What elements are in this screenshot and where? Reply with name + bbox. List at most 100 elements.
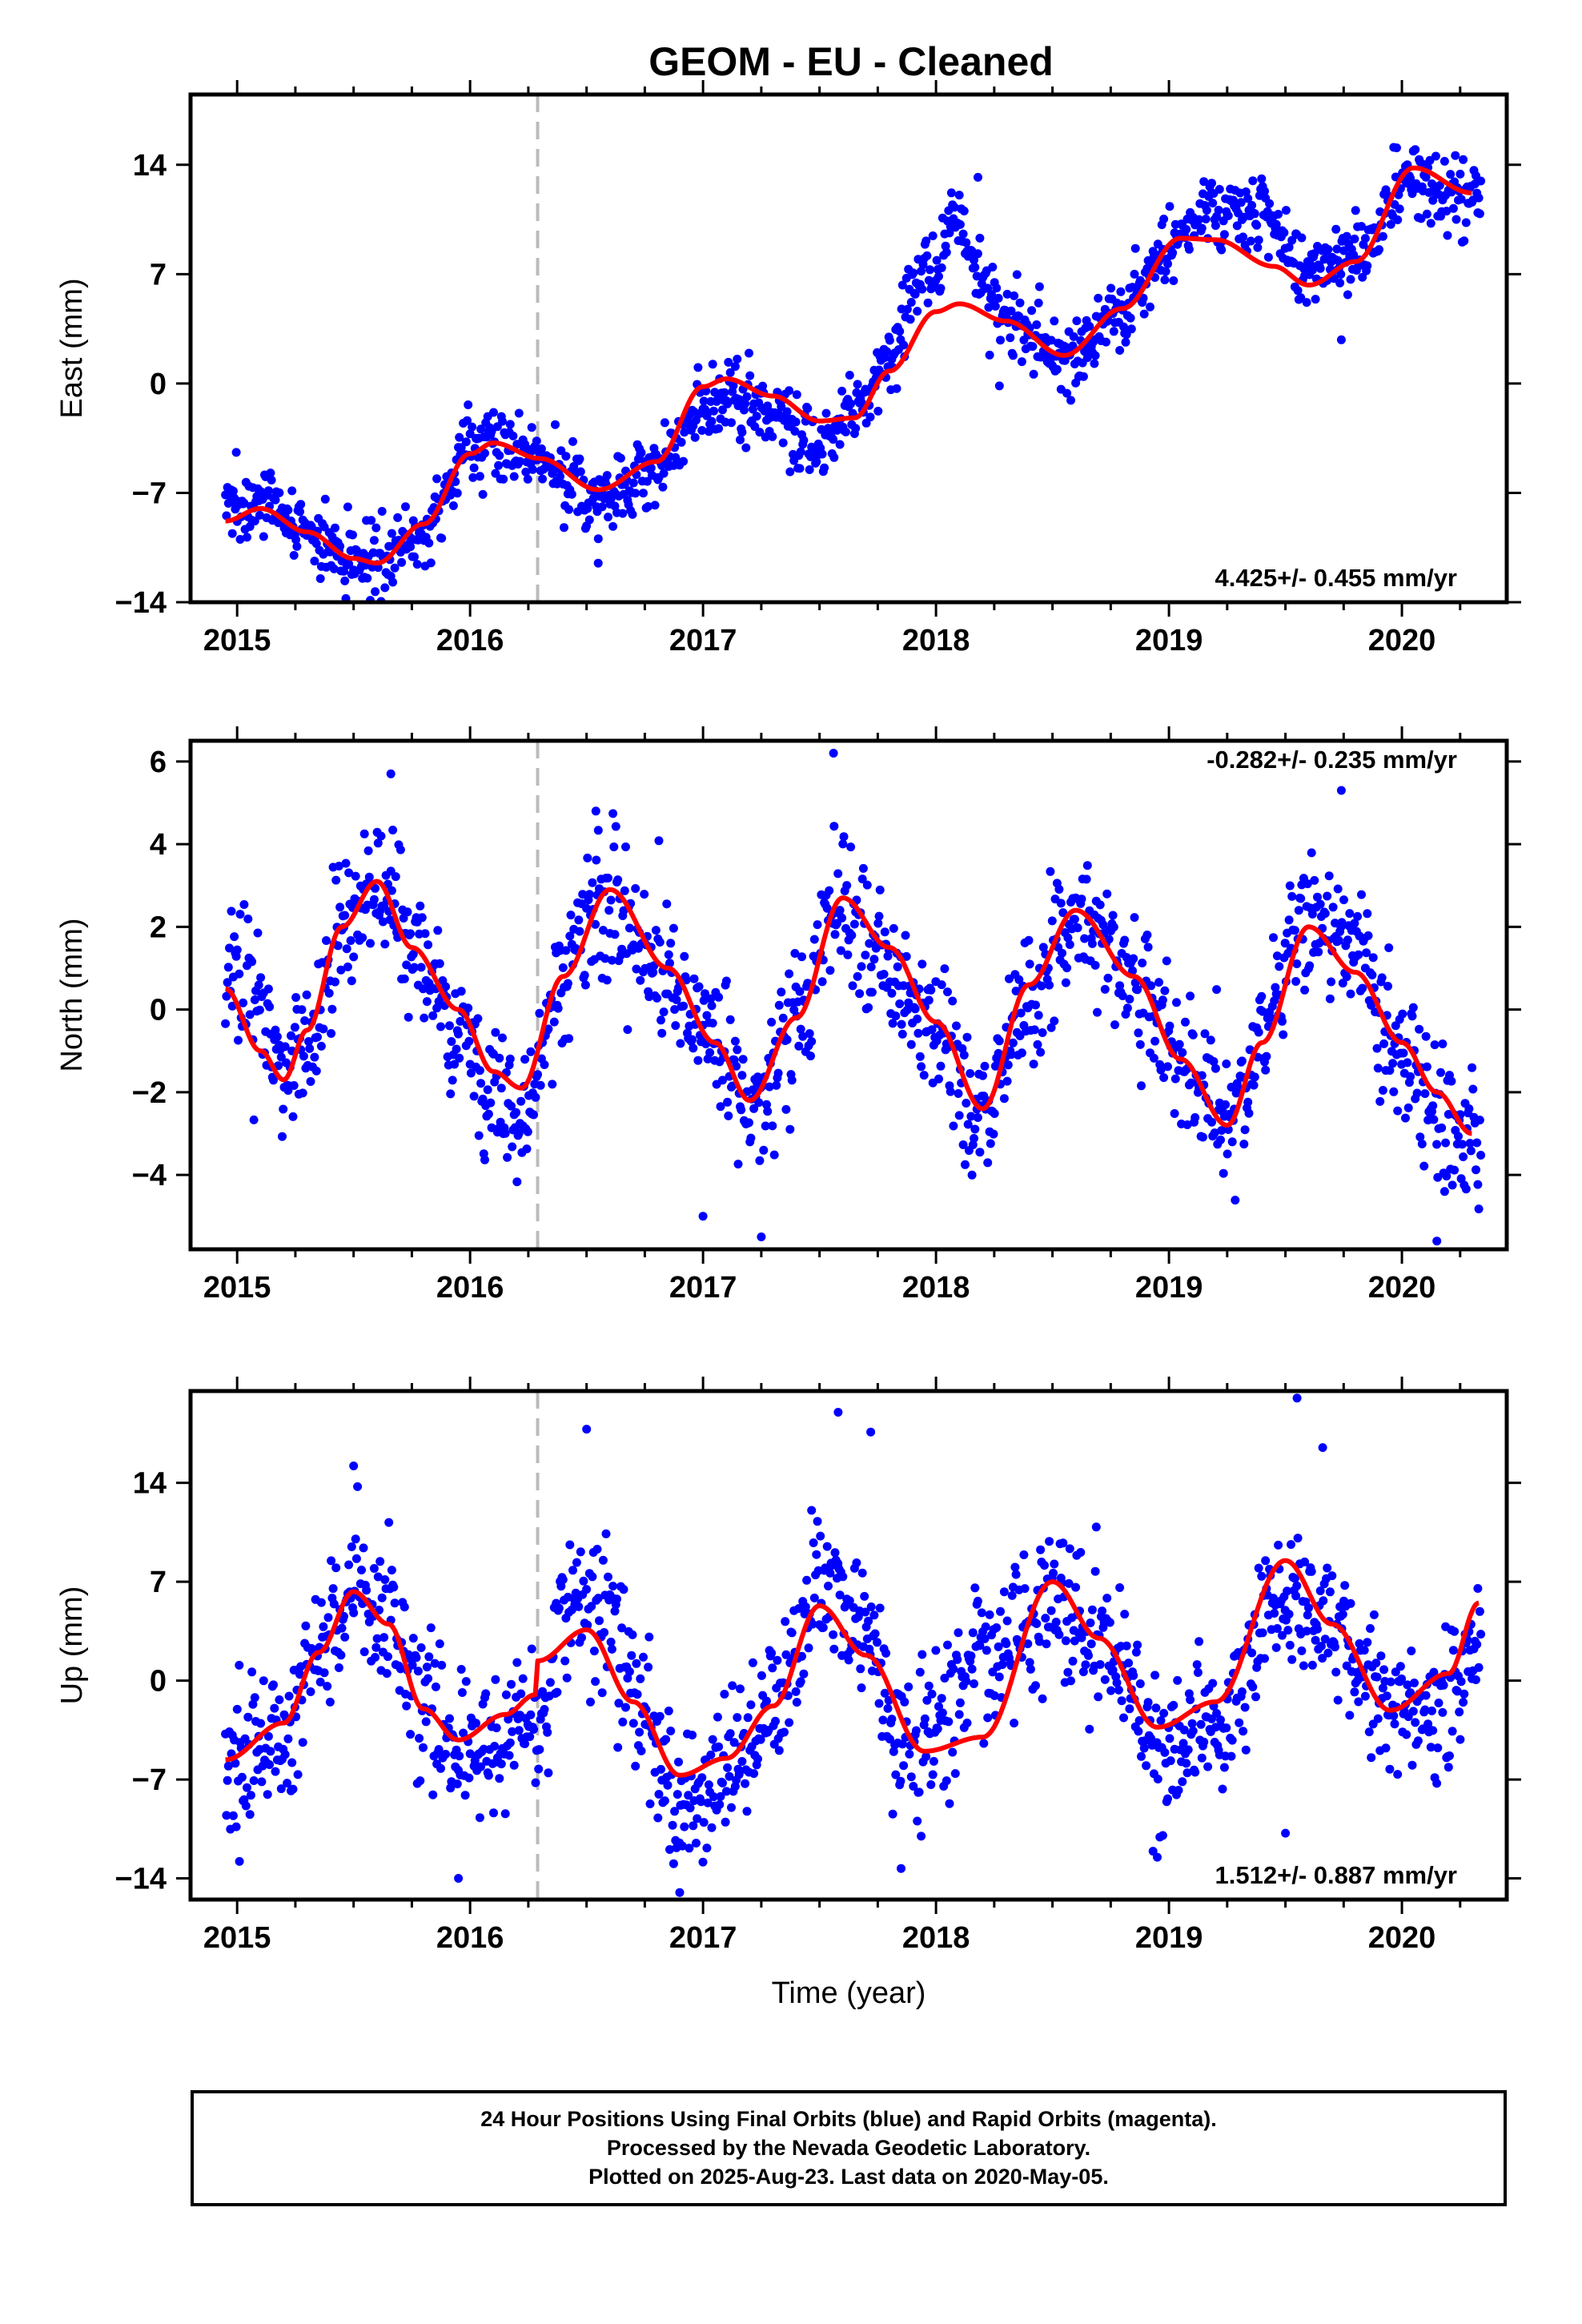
data-point (1115, 346, 1125, 355)
data-point (795, 464, 805, 473)
data-point (802, 1575, 812, 1585)
data-point (319, 1024, 328, 1034)
data-point (797, 1651, 806, 1661)
data-point (580, 971, 589, 980)
data-point (1108, 1665, 1118, 1675)
data-point (536, 1080, 545, 1090)
data-point (861, 1607, 870, 1617)
data-point (663, 1780, 673, 1790)
data-point (257, 1777, 267, 1787)
data-point (452, 1044, 461, 1054)
data-point (1377, 973, 1387, 983)
data-point (734, 1770, 744, 1779)
data-point (269, 1076, 278, 1085)
data-point (797, 952, 806, 962)
data-point (1072, 316, 1082, 326)
plot-frame (188, 1389, 1509, 1902)
data-point (535, 1745, 544, 1755)
data-point (1017, 357, 1026, 367)
data-point (985, 1610, 994, 1619)
data-point (1362, 948, 1371, 958)
data-point (852, 1558, 861, 1567)
data-point (1219, 230, 1229, 239)
data-point (1436, 1068, 1445, 1077)
data-point (636, 448, 646, 457)
data-point (413, 1667, 423, 1676)
data-point (624, 1667, 634, 1676)
data-point (1010, 1562, 1020, 1572)
data-point (340, 1632, 350, 1642)
data-point (954, 1628, 963, 1638)
data-point (1231, 1196, 1240, 1205)
data-point (1406, 1688, 1415, 1698)
data-point (949, 1664, 958, 1674)
data-point (671, 1021, 681, 1031)
data-point (917, 959, 927, 969)
y-tick-label: −14 (115, 1863, 167, 1896)
data-point (1034, 282, 1044, 292)
data-point (1197, 1753, 1207, 1763)
y-axis-label: Up (mm) (55, 1586, 89, 1705)
data-point (1051, 1618, 1061, 1626)
data-point (1372, 1043, 1382, 1053)
data-point (1063, 933, 1073, 943)
data-point (1315, 263, 1325, 273)
data-point (565, 1540, 575, 1550)
data-point (1430, 1040, 1439, 1050)
data-point (1364, 1727, 1374, 1737)
data-point (223, 1761, 233, 1771)
rate-label: 1.512+/- 0.887 mm/yr (1215, 1861, 1457, 1889)
data-point (659, 468, 669, 478)
data-point (885, 336, 894, 345)
data-point (1435, 181, 1444, 191)
data-point (279, 1104, 288, 1114)
data-point (371, 587, 380, 597)
data-point (1315, 1586, 1325, 1595)
y-tick-label: −7 (132, 476, 167, 510)
data-point (1015, 298, 1025, 308)
data-point (745, 371, 755, 380)
data-point (1033, 1039, 1042, 1049)
x-tick-label: 2019 (1135, 624, 1203, 657)
data-point (656, 1764, 665, 1774)
data-point (853, 971, 862, 981)
data-point (265, 1002, 275, 1011)
y-tick-label: −4 (132, 1159, 167, 1192)
data-point (1290, 1574, 1299, 1583)
data-point (424, 1674, 433, 1683)
data-point (1114, 1685, 1123, 1695)
data-point (1323, 1648, 1333, 1658)
data-point (1406, 1072, 1415, 1081)
data-point (1311, 295, 1320, 304)
data-point (1077, 895, 1086, 904)
data-point (765, 1082, 774, 1092)
data-point (455, 1751, 464, 1761)
data-point (1156, 1065, 1166, 1075)
data-point (928, 1770, 938, 1779)
data-point (1078, 1667, 1088, 1677)
data-point (987, 290, 996, 300)
data-point (792, 1698, 801, 1707)
data-point (1432, 1140, 1442, 1149)
data-point (677, 1841, 687, 1851)
data-point (521, 467, 531, 476)
data-point (1465, 1139, 1475, 1148)
data-point (387, 886, 396, 895)
data-point (943, 987, 952, 997)
data-point (1217, 1126, 1227, 1136)
data-point (1464, 1104, 1474, 1113)
data-point (915, 1667, 925, 1677)
data-point (680, 1822, 689, 1831)
data-point (874, 1699, 884, 1708)
data-point (966, 1651, 976, 1661)
data-point (906, 1039, 916, 1049)
data-point (609, 842, 619, 851)
data-point (781, 1617, 790, 1626)
data-point (1116, 287, 1126, 296)
data-point (1105, 1618, 1114, 1627)
data-point (1186, 991, 1195, 1001)
data-point (574, 915, 584, 925)
data-point (1472, 1675, 1480, 1684)
data-point (341, 593, 351, 602)
data-point (448, 1076, 457, 1085)
